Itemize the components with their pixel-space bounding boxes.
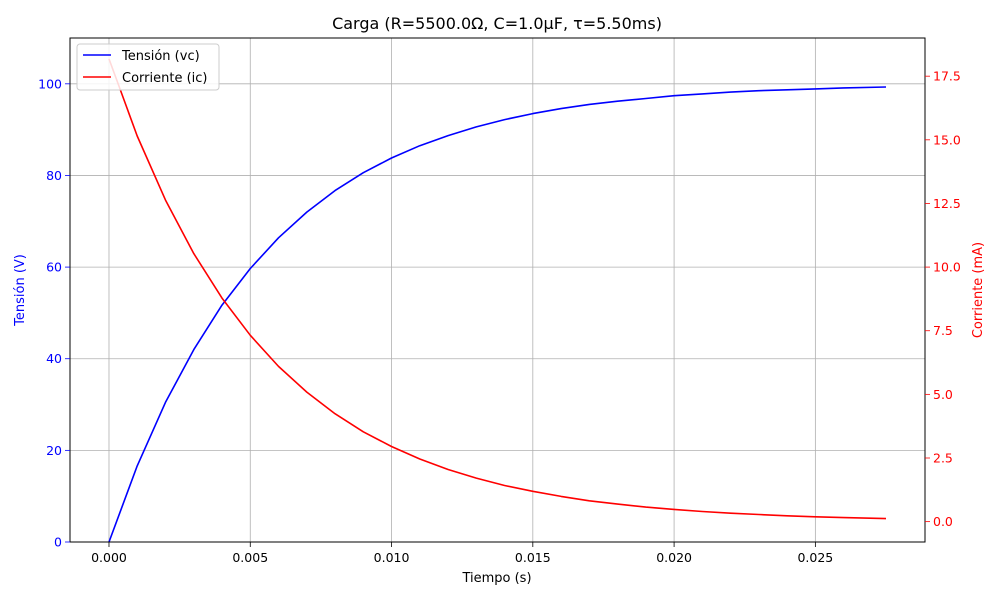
left-tick-label: 60 <box>46 260 62 275</box>
right-tick-label: 2.5 <box>933 451 953 466</box>
left-tick-label: 100 <box>38 76 62 91</box>
right-tick-label: 7.5 <box>933 323 953 338</box>
series-lines <box>108 58 887 543</box>
x-axis-ticks: 0.000 0.005 0.010 0.015 0.020 0.025 <box>91 542 833 565</box>
chart-title: Carga (R=5500.0Ω, C=1.0μF, τ=5.50ms) <box>332 14 662 33</box>
x-tick-label: 0.015 <box>515 550 551 565</box>
legend: Tensión (vc) Corriente (ic) <box>76 43 220 91</box>
series-line-tension <box>108 86 887 543</box>
left-tick-label: 40 <box>46 351 62 366</box>
left-axis-ticks: 0 20 40 60 80 100 <box>38 76 70 550</box>
right-tick-label: 17.5 <box>933 69 961 84</box>
legend-box <box>76 43 220 91</box>
left-axis-label: Tensión (V) <box>13 254 28 327</box>
x-tick-label: 0.025 <box>797 550 833 565</box>
series-line-corriente <box>108 58 887 520</box>
left-tick-label: 20 <box>46 443 62 458</box>
right-tick-label: 5.0 <box>933 387 953 402</box>
legend-label-tension: Tensión (vc) <box>121 49 200 64</box>
right-tick-label: 10.0 <box>933 260 961 275</box>
left-tick-label: 0 <box>54 535 62 550</box>
x-axis-label: Tiempo (s) <box>461 571 531 586</box>
x-tick-label: 0.005 <box>232 550 268 565</box>
grid <box>70 38 925 542</box>
x-tick-label: 0.010 <box>374 550 410 565</box>
right-tick-label: 12.5 <box>933 196 961 211</box>
right-tick-label: 15.0 <box>933 132 961 147</box>
right-axis-ticks: 0.0 2.5 5.0 7.5 10.0 12.5 15.0 17.5 <box>925 69 961 529</box>
left-tick-label: 80 <box>46 168 62 183</box>
x-tick-label: 0.020 <box>656 550 692 565</box>
right-axis-label: Corriente (mA) <box>971 242 986 338</box>
x-tick-label: 0.000 <box>91 550 127 565</box>
plot-frame <box>69 37 926 543</box>
right-tick-label: 0.0 <box>933 514 953 529</box>
legend-label-corriente: Corriente (ic) <box>122 71 207 86</box>
